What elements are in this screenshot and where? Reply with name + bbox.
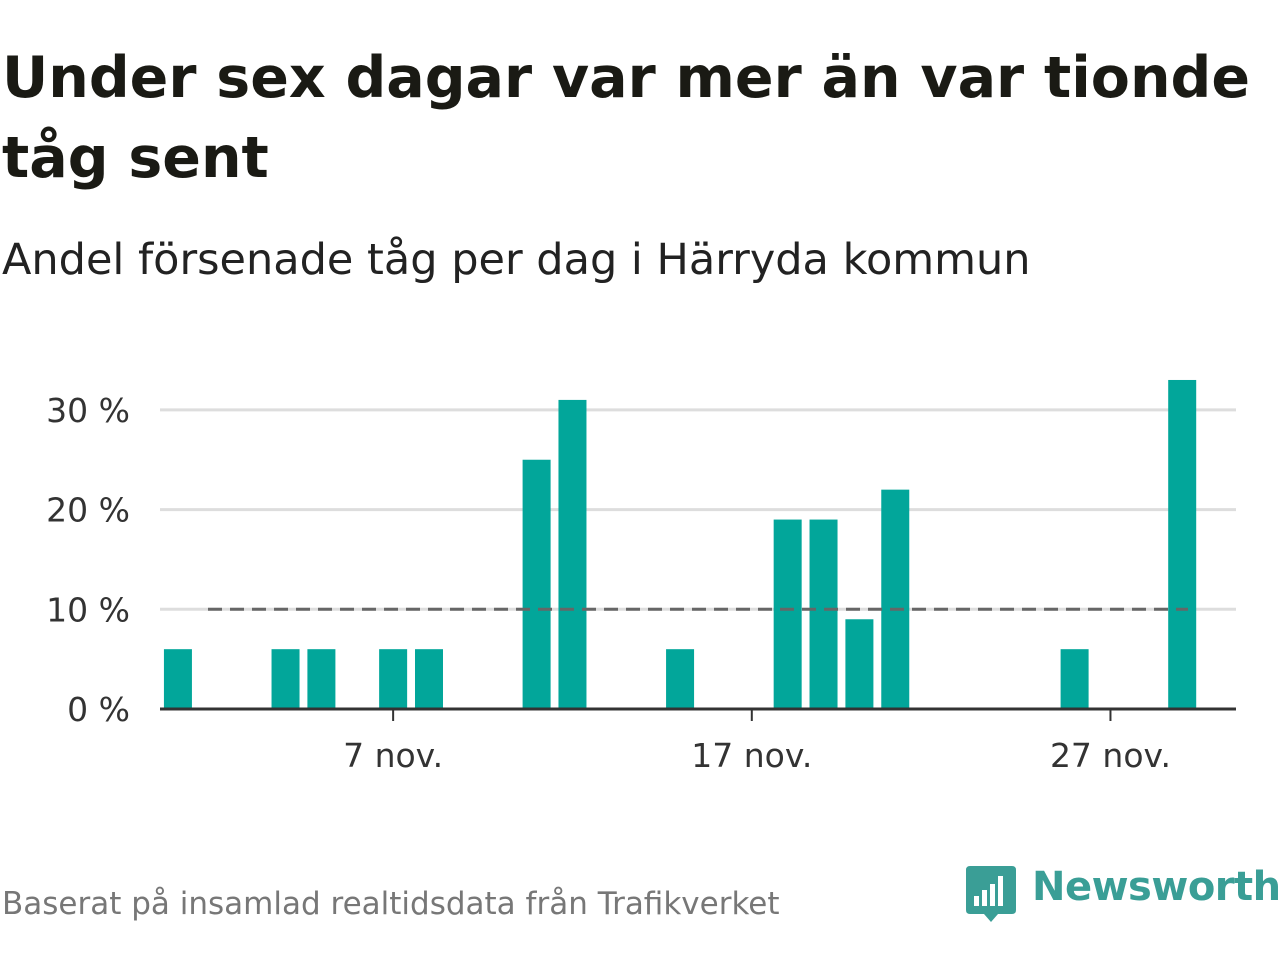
bar bbox=[415, 649, 443, 709]
bar bbox=[163, 649, 192, 709]
x-tick-label: 7 nov. bbox=[343, 736, 443, 775]
chart-title: Under sex dagar var mer än var tionde tå… bbox=[2, 45, 1250, 191]
newsworthy-logo-icon bbox=[966, 866, 1016, 922]
newsworthy-logo: Newsworthy bbox=[964, 864, 1280, 928]
x-tick-label: 27 nov. bbox=[1050, 736, 1171, 775]
bar bbox=[271, 649, 300, 709]
bar bbox=[307, 649, 336, 709]
bar bbox=[379, 649, 408, 709]
bar bbox=[522, 459, 551, 709]
y-tick-label: 0 % bbox=[67, 690, 130, 729]
y-tick-label: 20 % bbox=[46, 491, 130, 530]
bar bbox=[1060, 649, 1089, 709]
y-tick-label: 30 % bbox=[46, 391, 130, 430]
x-tick-label: 17 nov. bbox=[691, 736, 812, 775]
bar bbox=[773, 519, 802, 709]
bar bbox=[558, 399, 587, 709]
newsworthy-logo-text: Newsworthy bbox=[1032, 864, 1280, 910]
bar bbox=[881, 489, 910, 709]
bar bbox=[845, 619, 874, 709]
axes: 0 % 10 % 20 % 30 % 7 nov. 17 nov. 27 nov. bbox=[46, 391, 1236, 775]
grid-lines bbox=[160, 408, 1236, 611]
bar bbox=[1168, 379, 1197, 709]
chart-subtitle: Andel försenade tåg per dag i Härryda ko… bbox=[2, 235, 1031, 285]
bar-chart: 0 % 10 % 20 % 30 % 7 nov. 17 nov. 27 nov. bbox=[46, 379, 1236, 775]
bar bbox=[809, 519, 838, 709]
bar bbox=[666, 649, 695, 709]
bars bbox=[163, 379, 1197, 709]
y-tick-label: 10 % bbox=[46, 590, 130, 629]
source-note: Baserat på insamlad realtidsdata från Tr… bbox=[2, 886, 780, 922]
